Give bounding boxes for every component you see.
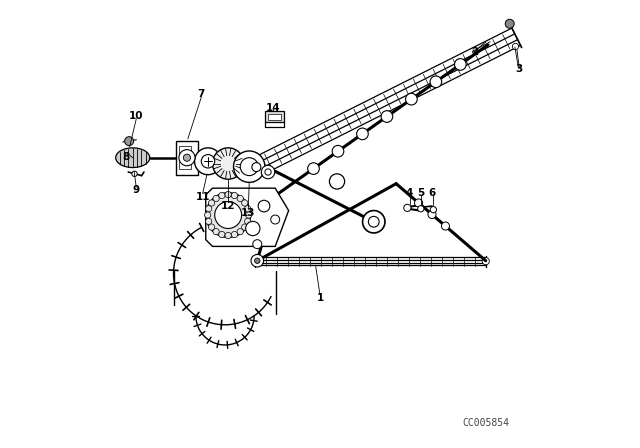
- Circle shape: [195, 148, 221, 175]
- Circle shape: [415, 199, 422, 207]
- Circle shape: [219, 232, 225, 238]
- Circle shape: [219, 192, 225, 198]
- Bar: [179, 146, 191, 169]
- Circle shape: [205, 212, 211, 218]
- Circle shape: [246, 221, 260, 236]
- Circle shape: [206, 193, 251, 237]
- Text: 2: 2: [471, 47, 478, 56]
- Circle shape: [418, 206, 424, 212]
- Text: 8: 8: [123, 152, 130, 162]
- Circle shape: [308, 163, 319, 174]
- Circle shape: [246, 212, 252, 218]
- Circle shape: [430, 76, 442, 88]
- Circle shape: [215, 202, 242, 228]
- Circle shape: [442, 222, 449, 230]
- Circle shape: [356, 128, 368, 140]
- Circle shape: [330, 174, 344, 189]
- Circle shape: [225, 233, 231, 239]
- Circle shape: [234, 151, 265, 182]
- Circle shape: [242, 200, 248, 206]
- Circle shape: [212, 148, 244, 179]
- Text: 10: 10: [129, 112, 143, 121]
- Circle shape: [362, 211, 385, 233]
- Circle shape: [205, 206, 212, 212]
- Text: 6: 6: [428, 188, 436, 198]
- Circle shape: [231, 192, 237, 198]
- Circle shape: [404, 204, 411, 211]
- Text: 11: 11: [195, 192, 210, 202]
- Circle shape: [184, 154, 191, 161]
- Circle shape: [209, 224, 214, 230]
- Circle shape: [225, 191, 231, 198]
- Circle shape: [369, 216, 379, 227]
- Text: 1: 1: [316, 293, 324, 303]
- Circle shape: [505, 19, 514, 28]
- Circle shape: [132, 171, 137, 177]
- Circle shape: [513, 43, 518, 50]
- Bar: [176, 141, 198, 175]
- Text: 14: 14: [266, 103, 280, 112]
- Circle shape: [255, 258, 260, 263]
- Circle shape: [205, 218, 212, 224]
- Circle shape: [430, 207, 436, 213]
- Ellipse shape: [116, 148, 150, 168]
- Text: 7: 7: [198, 89, 205, 99]
- Circle shape: [482, 258, 490, 265]
- Circle shape: [246, 171, 253, 178]
- Circle shape: [244, 206, 251, 212]
- Circle shape: [244, 218, 251, 224]
- Circle shape: [237, 195, 243, 202]
- Circle shape: [261, 165, 275, 179]
- Circle shape: [332, 146, 344, 157]
- Circle shape: [271, 215, 280, 224]
- Circle shape: [258, 200, 270, 212]
- Text: 9: 9: [132, 185, 140, 195]
- Circle shape: [213, 228, 220, 235]
- Text: 13: 13: [241, 208, 255, 218]
- Circle shape: [213, 195, 220, 202]
- Circle shape: [251, 254, 264, 267]
- Circle shape: [231, 232, 237, 238]
- Circle shape: [381, 111, 393, 122]
- Circle shape: [125, 137, 134, 146]
- Circle shape: [428, 211, 436, 219]
- Text: 4: 4: [406, 188, 413, 198]
- Bar: [266, 111, 284, 122]
- Circle shape: [209, 200, 214, 206]
- Circle shape: [179, 150, 195, 166]
- Polygon shape: [206, 188, 289, 246]
- Circle shape: [406, 93, 417, 105]
- Text: 12: 12: [221, 201, 236, 211]
- Circle shape: [237, 228, 243, 235]
- Circle shape: [265, 169, 271, 175]
- Circle shape: [252, 163, 261, 172]
- Text: 3: 3: [516, 65, 523, 74]
- Circle shape: [242, 224, 248, 230]
- Text: CC005854: CC005854: [462, 418, 509, 428]
- Circle shape: [201, 155, 215, 168]
- Circle shape: [240, 158, 258, 176]
- Circle shape: [253, 240, 262, 249]
- Text: 5: 5: [417, 188, 424, 198]
- Bar: [269, 114, 281, 120]
- Circle shape: [454, 59, 466, 70]
